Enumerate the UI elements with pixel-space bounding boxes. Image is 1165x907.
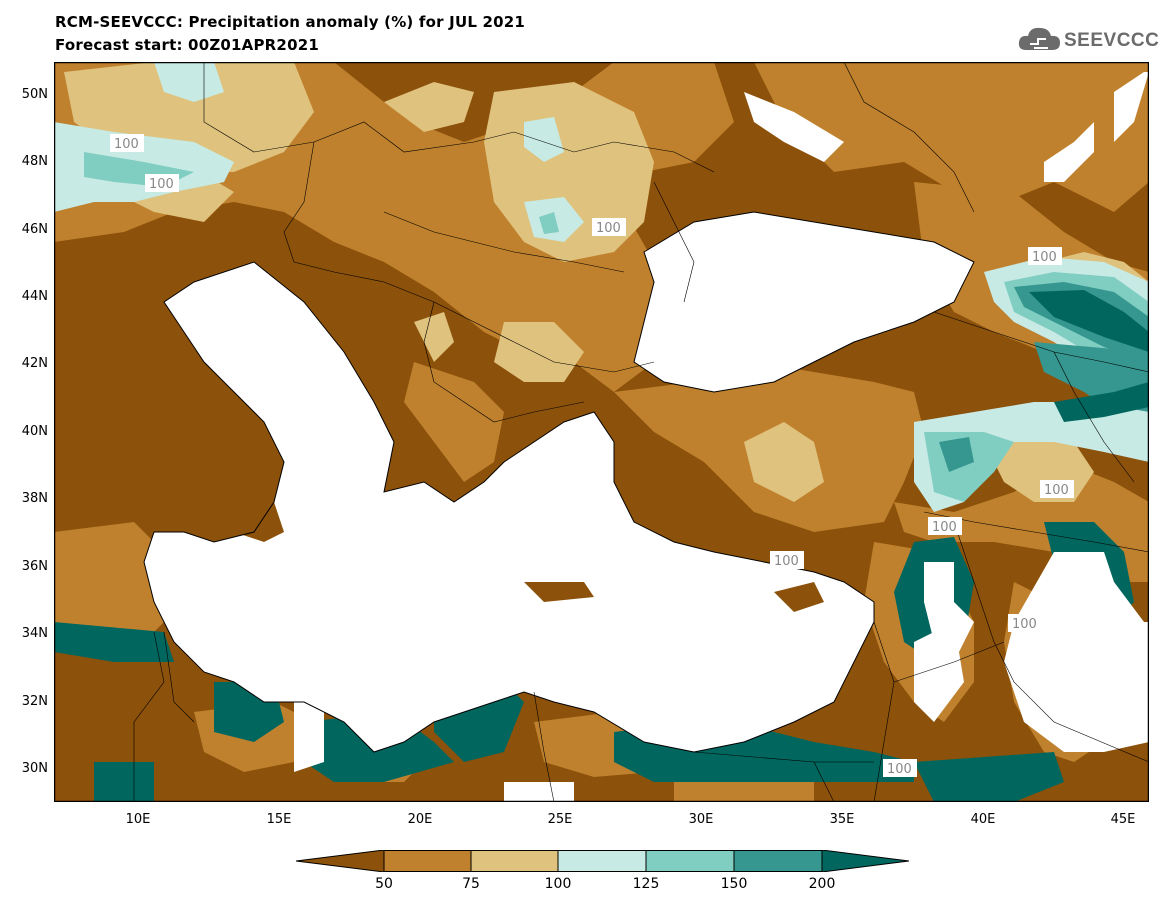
lat-label: 42N: [21, 356, 48, 371]
colorbar-segment: [645, 850, 735, 872]
lat-label: 38N: [21, 491, 48, 506]
lat-label: 32N: [21, 694, 48, 709]
country-borders: [133, 61, 1150, 803]
colorbar-label: 100: [544, 876, 572, 892]
colorbar-segment: [295, 849, 385, 873]
colorbar-segment: [470, 850, 559, 872]
contour-label: 100: [932, 520, 957, 535]
lat-label: 46N: [21, 222, 48, 237]
lon-label: 10E: [125, 812, 151, 827]
lon-label: 15E: [266, 812, 292, 827]
lon-label: 40E: [970, 812, 996, 827]
map-title: RCM-SEEVCCC: Precipitation anomaly (%) f…: [55, 13, 526, 31]
colorbar-segment: [557, 850, 647, 872]
sea-mask: [144, 72, 1149, 802]
colorbar-label: 125: [632, 876, 660, 892]
logo-text: SEEVCCC: [1064, 30, 1160, 51]
colorbar-segment: [733, 850, 823, 872]
contour-label: 100: [1044, 483, 1069, 498]
cloud-icon: [1018, 27, 1060, 50]
colorbar-label: 150: [720, 876, 748, 892]
colorbar-segment: [821, 849, 910, 873]
colorbar-label: 200: [808, 876, 836, 892]
lon-label: 25E: [547, 812, 573, 827]
coastlines: [143, 211, 975, 753]
forecast-start: Forecast start: 00Z01APR2021: [55, 36, 319, 54]
lon-label: 35E: [829, 812, 855, 827]
colorbar: [295, 849, 910, 873]
lon-label: 45E: [1110, 812, 1136, 827]
islands: [114, 342, 824, 612]
contour-label: 100: [1012, 617, 1037, 632]
lat-label: 40N: [21, 424, 48, 439]
contour-labels: 100 100 100 100 100 100 100 100 100: [110, 134, 1074, 777]
contour-label: 100: [887, 762, 912, 777]
colorbar-segment: [383, 850, 472, 872]
anomaly-map: 100 100 100 100 100 100 100 100 100: [53, 61, 1150, 803]
colorbar-label: 50: [375, 876, 393, 892]
lat-label: 48N: [21, 154, 48, 169]
lat-label: 30N: [21, 761, 48, 776]
colorbar-label: 75: [462, 876, 480, 892]
contour-label: 100: [114, 137, 139, 152]
lat-label: 34N: [21, 626, 48, 641]
lon-label: 20E: [407, 812, 433, 827]
map-panel: 100 100 100 100 100 100 100 100 100: [53, 61, 1150, 803]
contour-label: 100: [774, 554, 799, 569]
lat-label: 50N: [21, 87, 48, 102]
lat-label: 36N: [21, 559, 48, 574]
seevccc-logo: SEEVCCC: [1018, 22, 1160, 56]
contour-label: 100: [596, 221, 621, 236]
lon-label: 30E: [688, 812, 714, 827]
map-frame: [53, 61, 1150, 803]
contour-label: 100: [149, 177, 174, 192]
lat-label: 44N: [21, 289, 48, 304]
contour-label: 100: [1032, 250, 1057, 265]
